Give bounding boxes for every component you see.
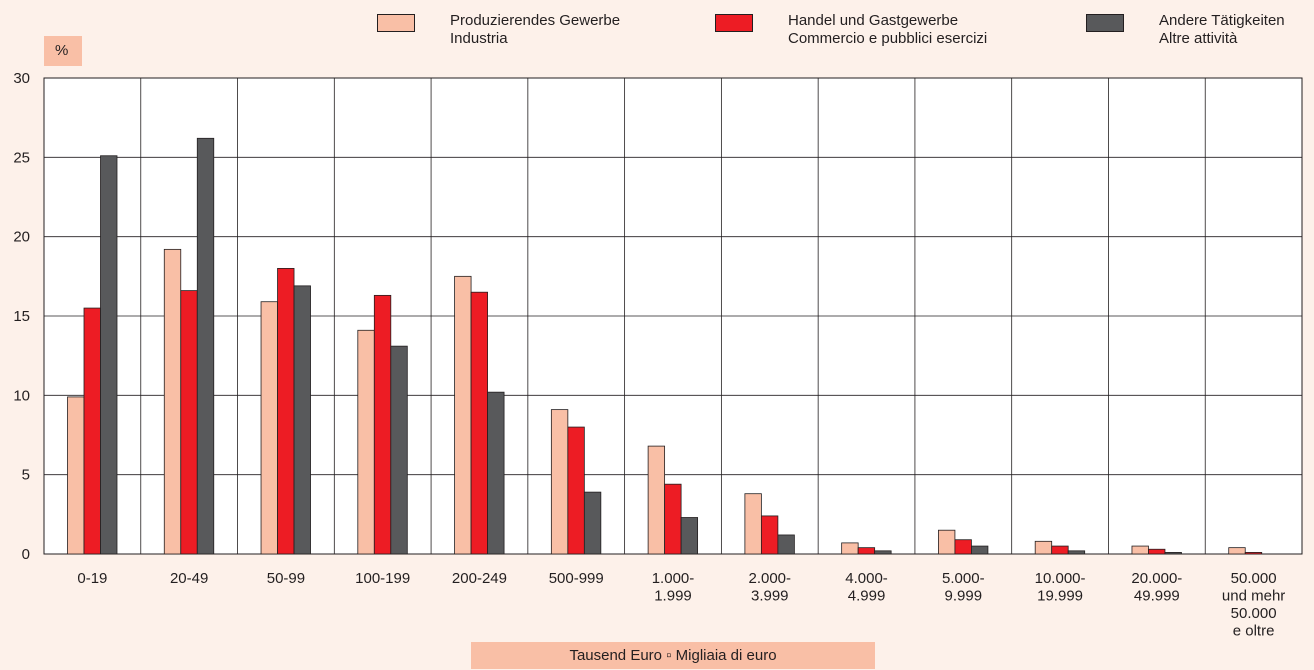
legend-swatch-commercio: [715, 14, 753, 32]
bar-series-1-cat-5: [454, 275, 472, 555]
bar-series-2-cat-2: [180, 290, 198, 555]
bar-series-2-cat-8: [760, 515, 779, 555]
bar-series-1-cat-12: [1131, 545, 1149, 555]
legend-label-altre: Andere Tätigkeiten Altre attività: [1159, 12, 1285, 47]
x-tick-label: 50.000 und mehr 50.000 e oltre: [1222, 570, 1285, 640]
x-tick-label: 5.000-9.999: [942, 570, 985, 605]
bar-series-3-cat-1: [100, 155, 118, 555]
bar-series-1-cat-9: [841, 542, 859, 555]
bar-series-3-cat-5: [487, 391, 505, 555]
y-tick-label: 0: [22, 546, 30, 563]
y-tick-label: 15: [13, 308, 30, 325]
x-tick-label: 200-249: [452, 570, 507, 587]
bar-series-2-cat-3: [277, 267, 295, 555]
legend-label-industria: Produzierendes Gewerbe Industria: [450, 12, 621, 47]
x-tick-label: 100-199: [355, 570, 410, 587]
legend-swatch-industria: [377, 14, 415, 32]
bar-series-3-cat-8: [777, 534, 795, 555]
bar-series-2-cat-9: [857, 547, 876, 555]
x-tick-label: 10.000-19.999: [1035, 570, 1086, 605]
bar-series-3-cat-12: [1164, 552, 1182, 555]
x-tick-label: 500-999: [549, 570, 604, 587]
bar-series-3-cat-6: [583, 491, 602, 555]
bar-series-1-cat-2: [163, 248, 182, 555]
bar-series-2-cat-4: [373, 294, 392, 555]
bar-series-3-cat-3: [293, 285, 311, 555]
bar-series-2-cat-1: [83, 307, 101, 555]
y-tick-label: 30: [13, 70, 30, 87]
bar-series-3-cat-4: [390, 345, 408, 555]
bar-series-1-cat-13: [1228, 547, 1246, 555]
legend-swatch-altre: [1086, 14, 1124, 32]
y-tick-label: 5: [22, 467, 30, 484]
bar-series-2-cat-13: [1244, 552, 1263, 555]
bar-series-1-cat-3: [260, 301, 278, 555]
x-tick-label: 20-49: [170, 570, 208, 587]
bar-series-1-cat-7: [647, 445, 666, 555]
x-tick-label: 2.000-3.999: [748, 570, 791, 605]
bar-series-2-cat-10: [954, 539, 972, 555]
bar-series-3-cat-2: [196, 137, 215, 555]
y-tick-label: 25: [13, 149, 30, 166]
x-axis-label: Tausend Euro ▫ Migliaia di euro: [471, 642, 875, 669]
bar-series-3-cat-9: [874, 550, 892, 555]
bar-series-1-cat-1: [67, 396, 85, 555]
x-tick-label: 20.000-49.999: [1131, 570, 1182, 605]
bar-series-3-cat-11: [1067, 550, 1086, 555]
bar-chart: 0 5 10 15 20 25 30 0-19 20-49 50-99 100-199 200-24…: [13, 70, 1303, 640]
bar-series-2-cat-5: [470, 291, 488, 555]
y-tick-label: 10: [13, 387, 30, 404]
bar-series-2-cat-7: [664, 483, 682, 555]
bar-series-1-cat-4: [357, 329, 375, 555]
bar-series-1-cat-6: [550, 409, 569, 555]
bar-series-3-cat-10: [971, 545, 989, 555]
bar-series-2-cat-12: [1148, 548, 1166, 555]
x-tick-label: 4.000-4.999: [845, 570, 888, 605]
bar-series-1-cat-10: [938, 529, 956, 555]
y-unit-label: %: [44, 36, 82, 66]
x-tick-label: 0-19: [77, 570, 107, 587]
x-tick-label: 50-99: [267, 570, 305, 587]
bar-series-1-cat-8: [744, 493, 762, 555]
y-tick-label: 20: [13, 229, 30, 246]
legend-label-commercio: Handel und Gastgewerbe Commercio e pubbl…: [788, 12, 988, 47]
bar-series-2-cat-11: [1051, 545, 1069, 555]
bar-series-1-cat-11: [1034, 540, 1053, 555]
x-tick-label: 1.000-1.999: [652, 570, 695, 605]
bar-series-2-cat-6: [567, 426, 585, 555]
bar-series-3-cat-7: [680, 517, 699, 555]
